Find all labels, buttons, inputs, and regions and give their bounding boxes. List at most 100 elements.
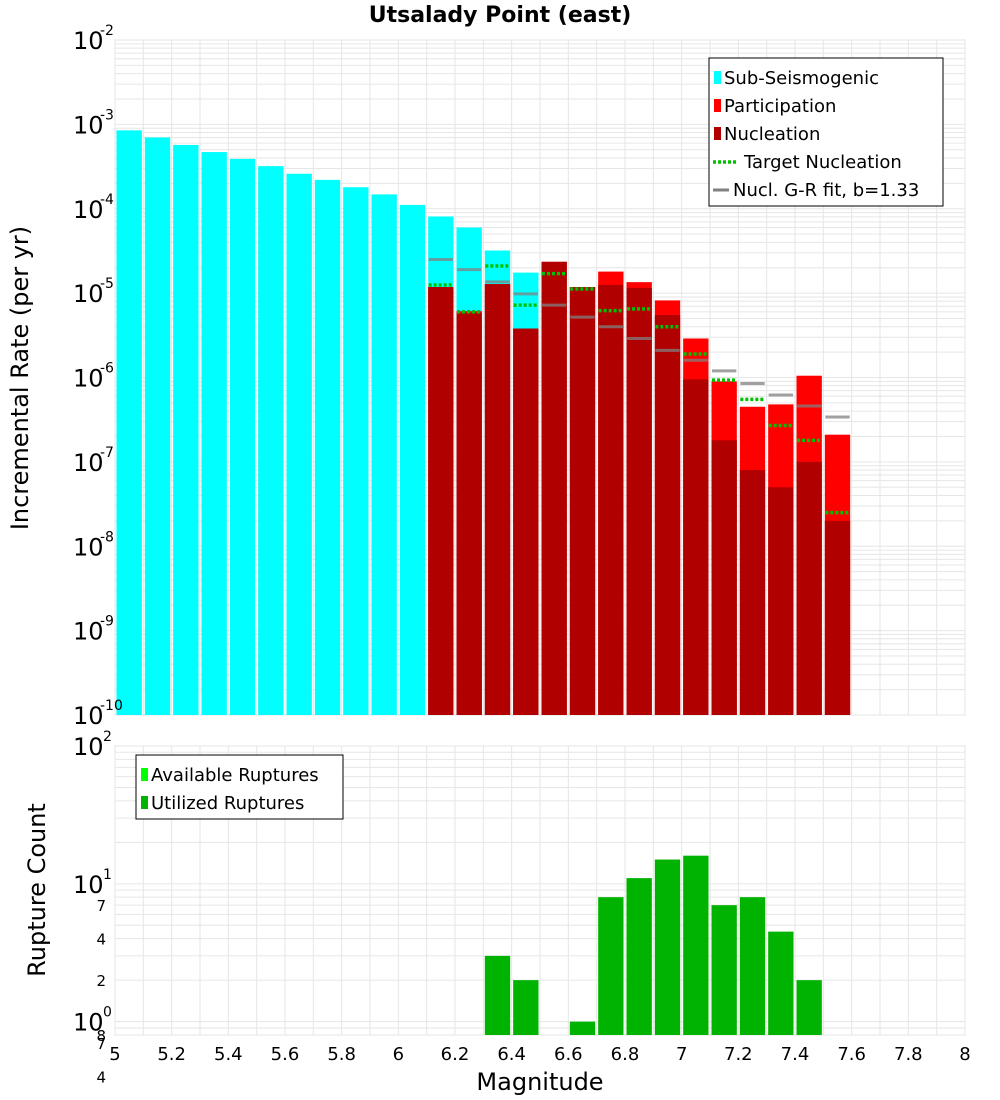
rate-y-tick-exponent: -5 — [100, 276, 114, 292]
count-y-tick: 4 — [96, 1068, 106, 1086]
count-legend-label: Utilized Ruptures — [151, 793, 304, 814]
count-y-tick: 10 0 — [73, 1005, 112, 1037]
rate-legend-label: Nucleation — [724, 124, 820, 145]
rate-legend-label: Sub-Seismogenic — [724, 68, 879, 89]
count-y-minor-tick-label: 7 — [96, 1035, 106, 1053]
x-tick-label: 6.4 — [497, 1044, 526, 1065]
x-ticks: 5 5.2 5.4 5.6 5.8 6 6.2 6.4 6.6 6.8 7 7.2 7.4 7.6 7.8 8 — [109, 1044, 970, 1065]
bar-sub-seismogenic-5.25 — [173, 144, 199, 716]
x-tick-label: 7.8 — [894, 1044, 923, 1065]
count-y-tick: 10 1 — [73, 867, 112, 899]
rate-y-tick: 10-7 — [73, 445, 114, 477]
x-tick-label: 6.8 — [611, 1044, 640, 1065]
bar-sub-seismogenic-5.45 — [229, 158, 256, 716]
bar-nucleation-7.15 — [711, 440, 737, 715]
bar-nucleation-6.45 — [513, 328, 539, 715]
bar-sub-seismogenic-5.35 — [201, 152, 227, 715]
rate-y-tick-base: 10 — [73, 618, 104, 646]
rate-y-axis-label: Incremental Rate (per yr) — [6, 226, 34, 530]
rate-y-tick: 10-9 — [73, 614, 114, 646]
bar-nucleation-7.25 — [739, 470, 766, 715]
count-y-tick: 2 — [96, 972, 106, 990]
x-axis-label: Magnitude — [476, 1068, 603, 1096]
count-y-tick-exponent: 1 — [103, 867, 112, 883]
rate-bars — [116, 130, 851, 716]
bar-nucleation-6.85 — [626, 288, 652, 715]
bar-sub-seismogenic-5.05 — [116, 130, 142, 716]
bar-utilized-ruptures-7.45 — [796, 980, 822, 1035]
bar-utilized-ruptures-6.35 — [484, 955, 511, 1035]
rate-y-tick-base: 10 — [73, 196, 104, 224]
count-y-tick-base: 10 — [73, 733, 104, 761]
x-tick-label: 5.8 — [327, 1044, 356, 1065]
rate-y-ticks: 10-210-310-410-510-610-710-810-910-10 — [73, 23, 123, 730]
rate-y-tick-base: 10 — [73, 702, 104, 730]
chart-title: Utsalady Point (east) — [369, 3, 632, 28]
x-tick-label: 7.6 — [837, 1044, 866, 1065]
bar-utilized-ruptures-6.95 — [654, 859, 681, 1035]
rate-legend-swatch — [714, 71, 721, 84]
bar-utilized-ruptures-6.85 — [626, 878, 652, 1035]
rate-y-tick-base: 10 — [73, 27, 104, 55]
count-y-tick: 7 — [96, 1035, 106, 1053]
rate-y-tick: 10-10 — [73, 698, 123, 730]
bar-nucleation-6.15 — [428, 287, 454, 715]
rate-y-tick-exponent: -3 — [100, 107, 114, 123]
rate-markers — [428, 258, 850, 515]
bar-utilized-ruptures-7.05 — [683, 855, 709, 1035]
rate-legend-swatch — [714, 127, 721, 140]
x-tick-label: 6.6 — [554, 1044, 583, 1065]
count-y-tick-exponent: 2 — [103, 729, 112, 745]
rate-y-tick-exponent: -7 — [100, 445, 114, 461]
rate-y-tick-base: 10 — [73, 111, 104, 139]
bar-nucleation-6.65 — [569, 287, 596, 715]
rate-y-tick: 10-3 — [73, 107, 114, 139]
bar-nucleation-7.35 — [768, 487, 794, 715]
count-legend-box — [135, 754, 344, 820]
bar-utilized-ruptures-6.45 — [513, 980, 539, 1035]
count-legend-swatch — [141, 796, 148, 809]
rate-y-tick-base: 10 — [73, 365, 104, 393]
bar-utilized-ruptures-6.65 — [569, 1021, 596, 1035]
x-tick-label: 6 — [393, 1044, 404, 1065]
x-tick-label: 7.4 — [781, 1044, 810, 1065]
rate-y-tick: 10-4 — [73, 192, 114, 224]
count-y-axis-label: Rupture Count — [23, 803, 51, 977]
rate-y-tick: 10-5 — [73, 276, 114, 308]
x-tick-label: 5.2 — [157, 1044, 186, 1065]
rate-y-tick-base: 10 — [73, 449, 104, 477]
count-y-minor-tick-label: 8 — [96, 1027, 106, 1045]
count-bars — [484, 855, 822, 1035]
rate-y-tick: 10-2 — [73, 23, 114, 55]
rate-y-tick-base: 10 — [73, 533, 104, 561]
bar-nucleation-7.05 — [683, 379, 709, 715]
rate-y-tick-exponent: -9 — [100, 614, 114, 630]
count-y-minor-tick-label: 2 — [96, 972, 106, 990]
count-legend-swatch — [141, 768, 148, 781]
rate-legend-label: Nucl. G-R fit, b=1.33 — [733, 180, 919, 201]
bar-sub-seismogenic-6.05 — [399, 204, 426, 715]
x-tick-label: 5.6 — [271, 1044, 300, 1065]
rate-y-tick-base: 10 — [73, 280, 104, 308]
count-y-minor-tick-label: 4 — [96, 931, 106, 949]
rate-legend-box — [708, 57, 944, 207]
count-y-tick: 10 2 — [73, 729, 112, 761]
bar-nucleation-6.95 — [654, 315, 681, 715]
rate-y-tick-exponent: -6 — [100, 361, 114, 377]
rate-panel: 10-210-310-410-510-610-710-810-910-10 In… — [6, 23, 966, 730]
count-y-tick: 4 — [96, 931, 106, 949]
count-legend-label: Available Ruptures — [151, 765, 319, 786]
x-tick-label: 8 — [959, 1044, 970, 1065]
x-tick-label: 6.2 — [441, 1044, 470, 1065]
bar-utilized-ruptures-6.75 — [598, 897, 624, 1035]
rate-y-tick-exponent: -4 — [100, 192, 114, 208]
rate-y-tick-exponent: -10 — [100, 698, 123, 714]
bar-utilized-ruptures-7.35 — [768, 931, 794, 1035]
rate-y-tick: 10-6 — [73, 361, 114, 393]
count-legend: Available Ruptures Utilized Ruptures — [135, 754, 344, 820]
count-y-tick-base: 10 — [73, 871, 104, 899]
count-y-ticks: 1027421017421008 — [73, 729, 112, 1086]
bar-nucleation-6.55 — [541, 261, 567, 715]
count-y-tick-exponent: 0 — [103, 1005, 112, 1021]
